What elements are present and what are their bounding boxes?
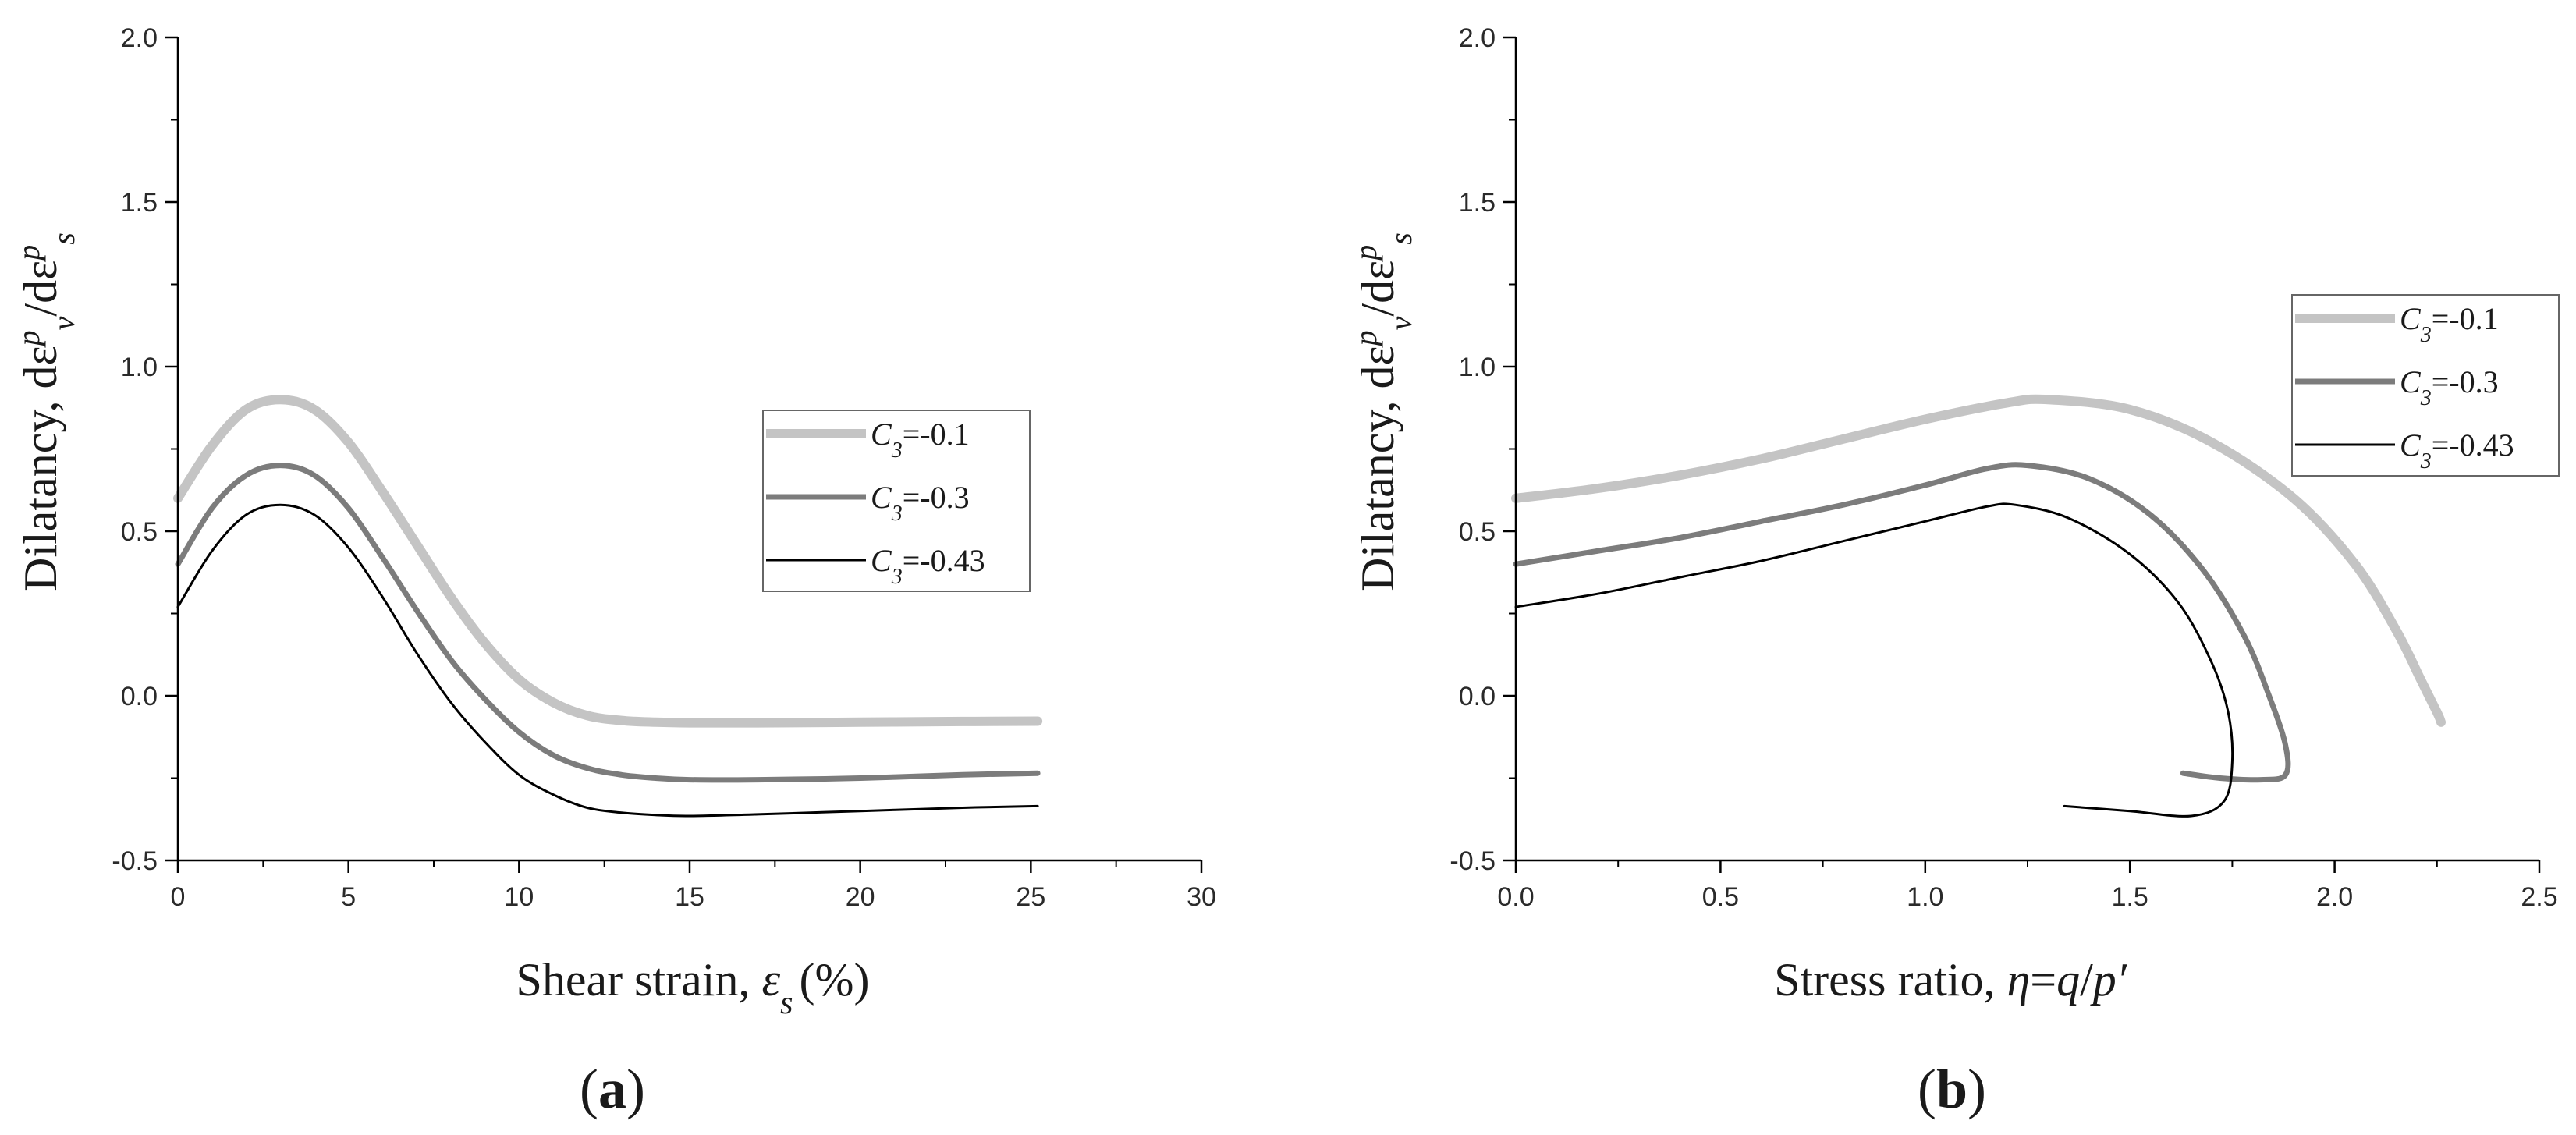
x-tick-label: 5 bbox=[341, 882, 356, 912]
x-tick-label: 0.0 bbox=[1497, 882, 1534, 912]
y-tick-label: 1.5 bbox=[121, 188, 158, 218]
y-label-text: Dilatancy, dε bbox=[15, 346, 66, 591]
panel-label-a: (a) bbox=[580, 1058, 645, 1120]
x-tick-label: 0.5 bbox=[1702, 882, 1739, 912]
y-label-sub1: v bbox=[1383, 316, 1418, 330]
series-lines bbox=[1511, 394, 2446, 818]
x-ticks: 0.0 0.5 1.0 1.5 2.0 2.5 bbox=[1497, 860, 2558, 912]
x-tick-label: 0 bbox=[171, 882, 186, 912]
x-label-text: Stress ratio, bbox=[1774, 954, 2007, 1006]
y-tick-label: 0.5 bbox=[1459, 517, 1496, 547]
x-label-sub: s bbox=[780, 985, 793, 1021]
y-axis-label: Dilatancy, dεpv/dεps bbox=[11, 232, 81, 591]
chart-panel-a: Dilatancy, dεpv/dεps -0.50.00.51.01.52.0… bbox=[11, 23, 1216, 1120]
y-label-text: Dilatancy, dε bbox=[1352, 346, 1403, 591]
x-label-var1: q bbox=[2056, 954, 2080, 1006]
y-tick-label: -0.5 bbox=[112, 846, 158, 876]
y-label-sup1: p bbox=[11, 330, 46, 348]
series-line-2 bbox=[175, 463, 1041, 783]
x-tick-label: 30 bbox=[1187, 882, 1216, 912]
svg-text:Dilatancy, dεpv/dεps: Dilatancy, dεpv/dεps bbox=[1348, 232, 1418, 591]
x-tick-label: 1.0 bbox=[1907, 882, 1943, 912]
x-ticks: 0 5 10 15 20 25 30 bbox=[171, 860, 1216, 912]
panel-label-b: (b) bbox=[1918, 1058, 1986, 1120]
y-tick-label: 1.0 bbox=[1459, 353, 1496, 382]
x-label-slash: / bbox=[2080, 954, 2093, 1006]
x-label-var2: p′ bbox=[2090, 954, 2127, 1006]
series-line-3 bbox=[176, 503, 1039, 818]
panel-letter: a bbox=[598, 1058, 626, 1120]
x-label-symbol: ε bbox=[761, 954, 780, 1006]
series-line-3 bbox=[1514, 502, 2234, 818]
y-tick-label: 1.5 bbox=[1459, 188, 1496, 218]
series-line-1 bbox=[1511, 394, 2446, 727]
legend-entry-1: C3=-0.1 bbox=[871, 417, 970, 463]
x-tick-label: 1.5 bbox=[2112, 882, 2148, 912]
x-tick-label: 25 bbox=[1016, 882, 1045, 912]
y-label-sub1: v bbox=[46, 316, 81, 330]
y-axis-label: Dilatancy, dεpv/dεps bbox=[1348, 232, 1418, 591]
y-label-mid: /dε bbox=[15, 261, 66, 317]
series-line-2 bbox=[1513, 462, 2291, 783]
legend-entry-2: C3=-0.3 bbox=[871, 480, 970, 526]
legend-entry-3: C3=-0.43 bbox=[871, 543, 985, 589]
y-tick-label: 2.0 bbox=[1459, 23, 1496, 53]
x-tick-label: 15 bbox=[675, 882, 704, 912]
y-label-mid: /dε bbox=[1352, 261, 1403, 317]
x-tick-label: 20 bbox=[846, 882, 875, 912]
chart-panel-b: Dilatancy, dεpv/dεps -0.50.00.51.01.52.0… bbox=[1348, 23, 2560, 1120]
y-ticks: -0.5 0.0 0.5 1.0 1.5 2.0 bbox=[1449, 23, 1516, 876]
x-axis-label: Shear strain, εs (%) bbox=[516, 954, 870, 1021]
series-lines bbox=[173, 395, 1043, 818]
y-label-sup1: p bbox=[1348, 330, 1383, 348]
legend-entry-1: C3=-0.1 bbox=[2400, 301, 2499, 347]
y-ticks: -0.5 0.0 0.5 1.0 1.5 2.0 bbox=[112, 23, 178, 876]
y-label-sup2: p bbox=[11, 245, 46, 263]
y-label-sup2: p bbox=[1348, 245, 1383, 263]
y-tick-label: -0.5 bbox=[1449, 846, 1496, 876]
x-tick-label: 2.5 bbox=[2521, 882, 2557, 912]
legend-entry-2: C3=-0.3 bbox=[2400, 364, 2499, 410]
legend-entry-3: C3=-0.43 bbox=[2400, 427, 2514, 474]
svg-text:Dilatancy, dεpv/dεps: Dilatancy, dεpv/dεps bbox=[11, 232, 81, 591]
y-label-sub2: s bbox=[1383, 232, 1418, 245]
panel-letter: b bbox=[1936, 1058, 1967, 1120]
x-label-unit: (%) bbox=[799, 954, 869, 1006]
legend: C3=-0.1 C3=-0.3 C3=-0.43 bbox=[2291, 294, 2560, 477]
y-tick-label: 2.0 bbox=[121, 23, 158, 53]
x-axis-label: Stress ratio, η=q/p′ bbox=[1774, 954, 2127, 1006]
y-tick-label: 0.0 bbox=[1459, 682, 1496, 711]
x-tick-label: 10 bbox=[504, 882, 534, 912]
y-tick-label: 1.0 bbox=[121, 353, 158, 382]
y-tick-label: 0.5 bbox=[121, 517, 158, 547]
x-tick-label: 2.0 bbox=[2316, 882, 2353, 912]
y-tick-label: 0.0 bbox=[121, 682, 158, 711]
x-label-symbol: η bbox=[2007, 954, 2030, 1006]
y-label-sub2: s bbox=[46, 232, 81, 245]
legend: C3=-0.1 C3=-0.3 C3=-0.43 bbox=[762, 410, 1031, 592]
series-line-1 bbox=[173, 395, 1043, 728]
x-label-text: Shear strain, bbox=[516, 954, 762, 1006]
x-label-mid: = bbox=[2030, 954, 2056, 1006]
